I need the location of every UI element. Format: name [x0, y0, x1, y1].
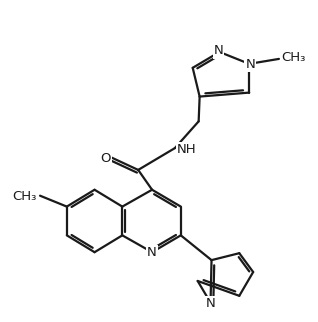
- Text: N: N: [245, 58, 255, 71]
- Text: CH₃: CH₃: [281, 52, 305, 64]
- Text: NH: NH: [177, 143, 197, 156]
- Text: N: N: [214, 44, 223, 57]
- Text: O: O: [100, 152, 111, 165]
- Text: CH₃: CH₃: [13, 190, 37, 203]
- Text: N: N: [147, 246, 157, 259]
- Text: N: N: [206, 297, 215, 310]
